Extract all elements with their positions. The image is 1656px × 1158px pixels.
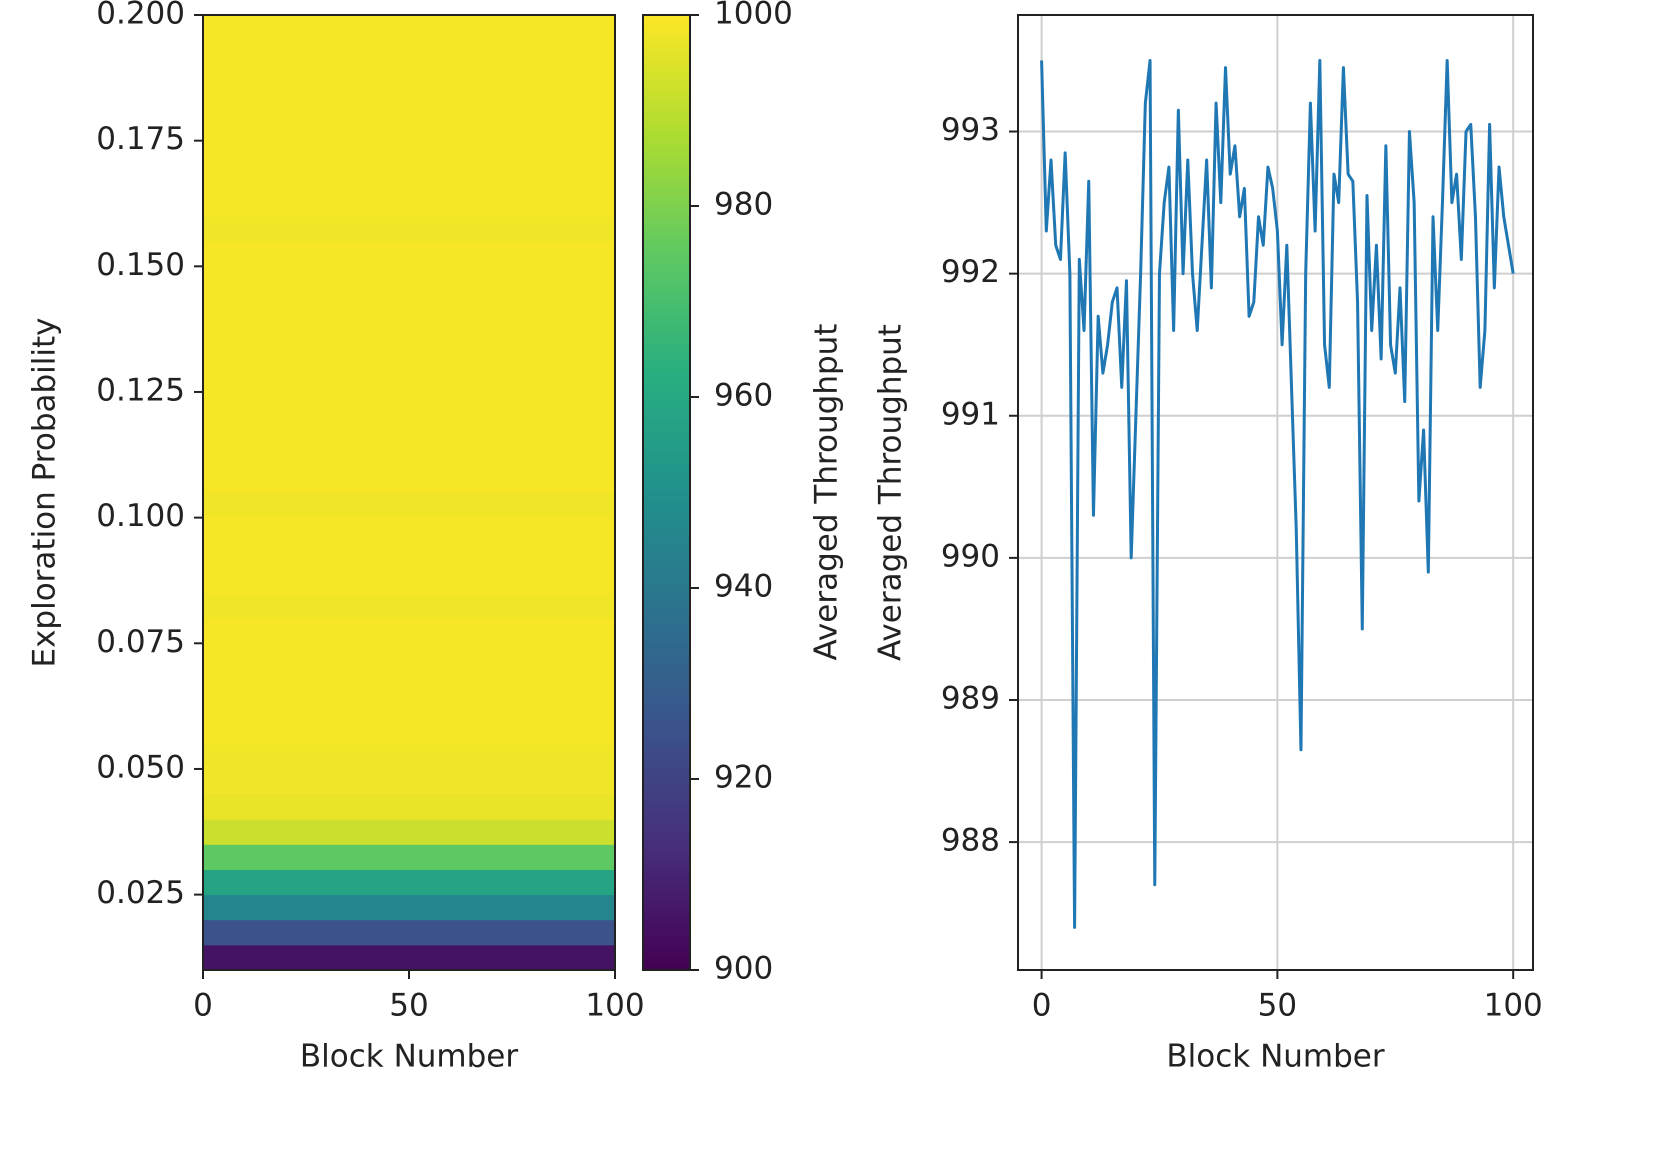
heatmap-row: [203, 241, 615, 267]
y-tick-label: 0.025: [96, 875, 185, 911]
x-tick-label: 50: [1258, 988, 1297, 1024]
heatmap-row: [203, 165, 615, 192]
colorbar-tick-label: 960: [714, 378, 773, 414]
colorbar-tick-label: 1000: [714, 0, 793, 32]
heatmap-row: [203, 643, 615, 669]
y-tick-label: 0.125: [96, 372, 185, 408]
x-tick-label: 0: [193, 988, 213, 1024]
y-axis-label: Exploration Probability: [27, 317, 63, 667]
heatmap-row: [203, 492, 615, 519]
heatmap-row: [203, 266, 615, 292]
heatmap-row: [203, 366, 615, 393]
y-tick-label: 990: [941, 538, 1000, 574]
heatmap-row: [203, 919, 615, 946]
x-tick-label: 100: [1484, 988, 1543, 1024]
heatmap-row: [203, 894, 615, 921]
heatmap-row: [203, 291, 615, 318]
heatmap-row: [203, 316, 615, 343]
heatmap-row: [203, 844, 615, 870]
heatmap-row: [203, 743, 615, 770]
heatmap-row: [203, 693, 615, 720]
heatmap-row: [203, 65, 615, 91]
heatmap-row: [203, 442, 615, 468]
y-tick-label: 0.050: [96, 749, 185, 785]
heatmap-row: [203, 115, 615, 142]
heatmap-row: [203, 618, 615, 644]
y-tick-label: 0.075: [96, 624, 185, 660]
heatmap-row: [203, 140, 615, 167]
heatmap-row: [203, 417, 615, 443]
y-tick-label: 991: [941, 396, 1000, 432]
heatmap-row: [203, 567, 615, 594]
heatmap-row: [203, 40, 615, 66]
heatmap-row: [203, 467, 615, 493]
x-tick-label: 50: [389, 988, 428, 1024]
heatmap-row: [203, 90, 615, 117]
y-tick-label: 0.150: [96, 247, 185, 283]
y-tick-label: 0.175: [96, 121, 185, 157]
heatmap-row: [203, 190, 615, 217]
y-tick-label: 0.200: [96, 0, 185, 32]
x-axis-label: Block Number: [300, 1039, 518, 1075]
heatmap-row: [203, 391, 615, 418]
x-tick-label: 0: [1032, 988, 1052, 1024]
heatmap-row: [203, 593, 615, 619]
colorbar-tick-label: 900: [714, 951, 773, 987]
colorbar-label: Averaged Throughput: [809, 324, 845, 661]
heatmap-row: [203, 869, 615, 896]
colorbar-tick-label: 940: [714, 569, 773, 605]
y-tick-label: 988: [941, 823, 1000, 859]
axes-frame: [1017, 14, 1534, 971]
heatmap-row: [203, 819, 615, 845]
heatmap-row: [203, 794, 615, 820]
y-tick-label: 989: [941, 680, 1000, 716]
y-tick-label: 993: [941, 112, 1000, 148]
y-tick-label: 992: [941, 254, 1000, 290]
heatmap-row: [203, 768, 615, 795]
colorbar-tick-label: 980: [714, 187, 773, 223]
heatmap-row: [203, 216, 615, 242]
heatmap-row: [203, 718, 615, 745]
x-tick-label: 100: [585, 988, 644, 1024]
x-axis-label: Block Number: [1166, 1039, 1384, 1075]
heatmap-row: [203, 15, 615, 41]
colorbar-tick-label: 920: [714, 760, 773, 796]
data-line: [1040, 58, 1515, 929]
heatmap-row: [203, 341, 615, 368]
heatmap-row: [203, 542, 615, 569]
y-axis-label: Averaged Throughput: [873, 324, 909, 661]
heatmap-row: [203, 668, 615, 695]
heatmap-row: [203, 517, 615, 544]
axes-frame: [202, 14, 616, 971]
colorbar: [642, 14, 691, 971]
y-tick-label: 0.100: [96, 498, 185, 534]
heatmap-row: [203, 944, 615, 971]
